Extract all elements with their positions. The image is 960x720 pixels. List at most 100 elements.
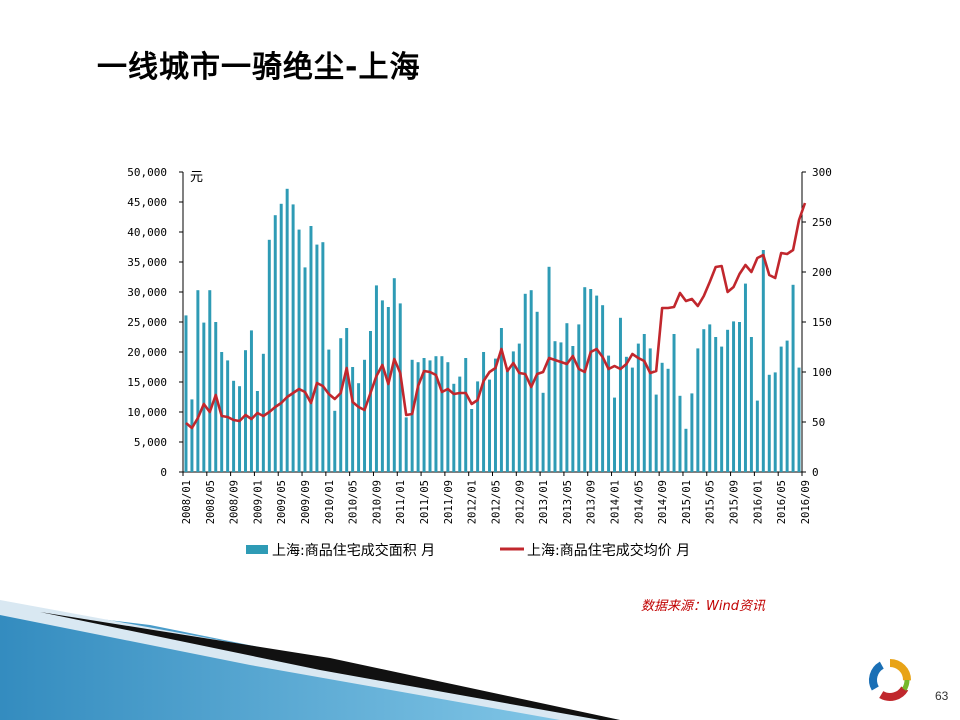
- x-tick-label: 2010/09: [371, 480, 383, 524]
- bar: [714, 337, 718, 472]
- bar: [672, 334, 676, 472]
- bar: [458, 376, 462, 472]
- ring-logo-icon: [869, 659, 911, 701]
- bar: [755, 400, 759, 472]
- bar: [363, 359, 367, 472]
- bar: [315, 244, 319, 472]
- bar: [690, 393, 694, 472]
- bar: [446, 362, 450, 472]
- bar: [339, 338, 343, 472]
- bar: [464, 358, 468, 472]
- bar: [618, 317, 622, 472]
- bar: [392, 278, 396, 472]
- bar: [476, 381, 480, 472]
- y-right-tick-label: 300: [812, 166, 832, 179]
- x-tick-label: 2011/01: [395, 480, 407, 524]
- bar: [452, 383, 456, 472]
- legend-line-label: 上海:商品住宅成交均价 月: [527, 542, 690, 559]
- bar: [196, 290, 200, 472]
- x-tick-label: 2015/05: [705, 480, 717, 524]
- bar: [607, 355, 611, 472]
- bar: [190, 399, 194, 472]
- y-left-tick-label: 35,000: [127, 256, 167, 269]
- bar: [333, 410, 337, 472]
- bar: [482, 352, 486, 472]
- y-right-tick-label: 150: [812, 316, 832, 329]
- bar: [779, 346, 783, 472]
- x-tick-label: 2011/05: [419, 480, 431, 524]
- bar: [565, 323, 569, 472]
- bar: [505, 370, 509, 472]
- bar: [297, 229, 301, 472]
- bar: [434, 356, 438, 472]
- bar: [535, 311, 539, 472]
- bar: [422, 358, 426, 472]
- bar: [577, 324, 581, 472]
- bar: [345, 328, 349, 472]
- bar: [767, 374, 771, 472]
- chart-axes: 0 5,000 10,000 15,000 20,000 25,000 30,000 35,0…: [127, 166, 832, 524]
- bar: [208, 290, 212, 472]
- bar: [232, 380, 236, 472]
- bar-series: [184, 188, 801, 473]
- bar: [499, 328, 503, 472]
- y-right-tick-label: 200: [812, 266, 832, 279]
- bar: [511, 351, 515, 472]
- bar: [380, 300, 384, 472]
- chart-legend: 上海:商品住宅成交面积 月 上海:商品住宅成交均价 月: [246, 542, 690, 559]
- bar: [708, 324, 712, 472]
- bar: [648, 348, 652, 472]
- data-source-note: 数据来源：Wind资讯: [641, 599, 765, 614]
- bar: [589, 289, 593, 472]
- bar: [559, 342, 563, 472]
- bar: [267, 239, 271, 472]
- bar: [255, 391, 259, 472]
- bar: [327, 349, 331, 472]
- y-left-tick-label: 0: [160, 466, 167, 479]
- bar: [726, 329, 730, 472]
- bar: [678, 395, 682, 472]
- bar: [529, 290, 533, 472]
- y-left-tick-label: 30,000: [127, 286, 167, 299]
- y-left-tick-label: 25,000: [127, 316, 167, 329]
- x-tick-label: 2012/05: [490, 480, 502, 524]
- bar: [202, 322, 206, 472]
- x-tick-label: 2010/05: [348, 480, 360, 524]
- bar: [303, 267, 307, 472]
- bar: [583, 287, 587, 472]
- legend-bar-swatch: [246, 545, 268, 554]
- bar: [398, 303, 402, 472]
- bar: [321, 242, 325, 472]
- x-tick-label: 2014/05: [633, 480, 645, 524]
- bar: [654, 394, 658, 472]
- bar: [357, 383, 361, 472]
- bar: [636, 343, 640, 472]
- y-left-tick-label: 5,000: [134, 436, 167, 449]
- bar: [309, 226, 313, 472]
- x-tick-label: 2009/05: [276, 480, 288, 524]
- y-left-tick-label: 20,000: [127, 346, 167, 359]
- bar: [660, 362, 664, 472]
- bar: [571, 346, 575, 472]
- x-tick-label: 2016/05: [776, 480, 788, 524]
- legend-bar-label: 上海:商品住宅成交面积 月: [272, 542, 435, 559]
- page-title: 一线城市一骑绝尘-上海: [97, 50, 421, 85]
- bar: [732, 321, 736, 472]
- bar: [797, 367, 801, 472]
- bar: [642, 334, 646, 472]
- bar: [553, 341, 557, 472]
- x-tick-label: 2013/05: [562, 480, 574, 524]
- bar: [541, 392, 545, 472]
- bar: [291, 204, 295, 472]
- bar: [595, 295, 599, 472]
- bar: [488, 379, 492, 472]
- x-tick-label: 2011/09: [443, 480, 455, 524]
- bar: [738, 322, 741, 472]
- bar: [785, 340, 789, 472]
- y-left-tick-label: 45,000: [127, 196, 167, 209]
- x-tick-label: 2008/01: [181, 480, 193, 524]
- bar: [630, 367, 634, 472]
- bar: [249, 330, 253, 472]
